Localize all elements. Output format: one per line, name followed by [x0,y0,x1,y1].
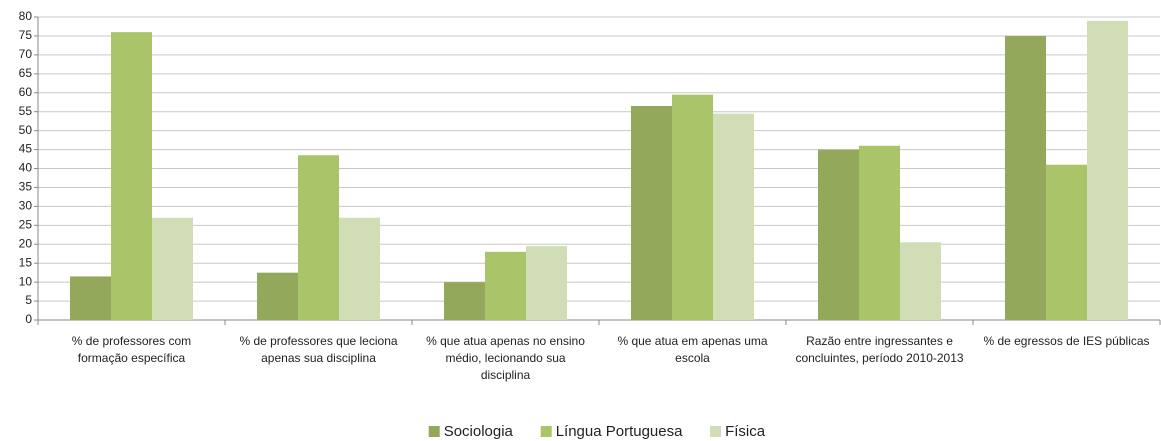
legend-label: Física [725,423,766,440]
y-tick-label: 0 [25,312,32,326]
bar [298,155,339,320]
x-tick-label: % que atua apenas no ensino médio, lecio… [426,334,585,382]
y-tick-label: 70 [19,47,33,61]
bar [1005,35,1046,320]
y-tick-label: 60 [19,85,33,99]
y-tick-label: 10 [19,274,33,288]
y-tick-label: 40 [19,161,33,175]
y-tick-label: 45 [19,142,33,156]
legend-swatch [710,426,722,437]
x-tick-label: Razão entre ingressantes e concluintes, … [795,334,964,365]
y-tick-label: 5 [25,293,32,307]
y-tick-label: 75 [19,28,33,42]
bar [1046,164,1087,320]
bar [257,272,298,320]
x-tick-label: % de professores com formação específica [71,334,192,365]
y-tick-label: 15 [19,255,33,269]
bar [713,113,754,320]
bar [526,246,567,320]
y-tick-label: 55 [19,104,33,118]
y-tick-label: 20 [19,236,33,250]
bar [672,94,713,320]
y-tick-label: 80 [19,9,33,23]
bar [444,282,485,320]
legend-label: Língua Portuguesa [556,423,683,440]
legend-label: Sociologia [444,423,514,440]
legend-swatch [540,426,552,437]
bar [152,217,193,320]
y-tick-label: 50 [19,123,33,137]
bar [859,145,900,320]
y-tick-label: 35 [19,180,33,194]
bar [631,106,672,320]
x-tick-label: % de professores que leciona apenas sua … [239,334,398,365]
y-tick-label: 30 [19,199,33,213]
bar [1087,20,1128,320]
x-tick-label: % de egressos de IES públicas [983,334,1150,348]
bar [111,32,152,321]
bar [485,251,526,320]
y-tick-label: 65 [19,66,33,80]
bar [70,276,111,320]
bar [900,242,941,320]
bar [818,149,859,320]
x-tick-label: % que atua em apenas uma escola [617,334,768,365]
legend-swatch [428,426,440,437]
bar [339,217,380,320]
y-tick-label: 25 [19,217,33,231]
